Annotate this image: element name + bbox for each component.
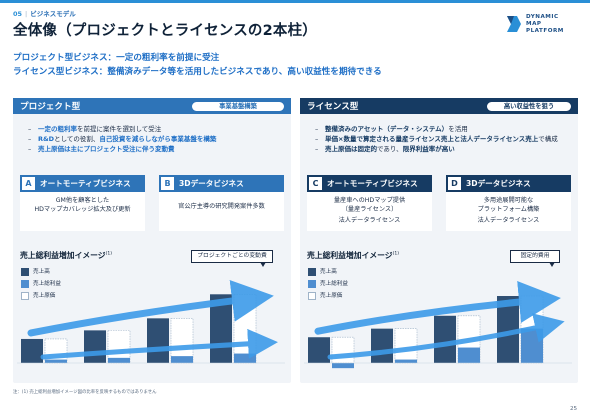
card-title: 3Dデータビジネス (466, 179, 531, 188)
bar-cost (44, 338, 68, 364)
bar-sales (308, 337, 330, 363)
chart-legend: 売上高 売上総利益 売上原価 (308, 268, 348, 304)
bullet-item: R&Dとしての役割、自己投資を減らしながら事業基盤を構築 (28, 134, 286, 144)
chart-title: 売上総利益増加イメージ(1) (307, 251, 399, 260)
bullet-item: 整備済みのアセット（データ・システム）を活用 (315, 124, 573, 134)
card-body: 多用途展開可能な プラットフォーム構築 法人データライセンス (477, 197, 540, 225)
card-letter: D (448, 177, 461, 190)
card-letter: A (22, 177, 35, 190)
bar-profit (458, 347, 480, 363)
card-header: A オートモーティブビジネス (20, 175, 145, 192)
bar-sales (497, 296, 519, 363)
bar-profit (521, 328, 543, 363)
bar-sales (434, 315, 456, 363)
chart-callout: プロジェクトごとの変動費 (191, 250, 273, 267)
legend-item-sales: 売上高 (21, 268, 61, 280)
trend-arrow-sales (27, 279, 274, 337)
section-tag: 05 | ビジネスモデル (13, 8, 76, 18)
card-title: 3Dデータビジネス (179, 179, 244, 188)
project-panel: プロジェクト型 事業基盤構築 一定の粗利率を前提に案件を選別して受注 R&Dとし… (13, 98, 291, 383)
bar-profit (395, 359, 417, 363)
panel-pill: 事業基盤構築 (191, 101, 285, 112)
panel-title: プロジェクト型 (20, 102, 81, 112)
section-number: 05 (13, 10, 23, 18)
trend-arrow-profit (40, 328, 278, 360)
bar-sales (21, 338, 43, 363)
bullet-list: 一定の粗利率を前提に案件を選別して受注 R&Dとしての役割、自己投資を減らしなが… (28, 124, 286, 154)
bullet-item: 売上原価は主にプロジェクト受注に伴う変動費 (28, 144, 286, 154)
card-body: GM他を顧客とした HDマップカバレッジ拡大及び更新 (34, 197, 131, 213)
bar-profit (108, 357, 130, 363)
card-header: B 3Dデータビジネス (159, 175, 284, 192)
bar-cost (233, 293, 257, 364)
card-letter: B (161, 177, 174, 190)
trend-arrow-sales (314, 281, 561, 335)
page-number: 25 (570, 406, 578, 412)
card-title: オートモーティブビジネス (40, 179, 131, 188)
card-body: 官公庁主導の研究開発案件多数 (178, 203, 265, 210)
bar-cost (394, 328, 418, 364)
panel-header: ライセンス型 高い収益性を狙う (300, 98, 578, 114)
page-title: 全体像（プロジェクトとライセンスの2本柱） (13, 23, 317, 39)
bar-profit (171, 356, 193, 363)
chart-callout: 固定的費用 (510, 250, 560, 267)
company-logo: DYNAMIC MAP PLATFORM (506, 11, 578, 39)
legend-item-cost: 売上原価 (308, 292, 348, 304)
section-separator: | (25, 10, 28, 18)
section-name: ビジネスモデル (30, 10, 76, 18)
bar-cost (331, 336, 355, 364)
card-title: オートモーティブビジネス (327, 179, 418, 188)
license-panel: ライセンス型 高い収益性を狙う 整備済みのアセット（データ・システム）を活用 単… (300, 98, 578, 383)
logo-text: DYNAMIC MAP PLATFORM (526, 14, 564, 35)
bullet-item: 売上原価は固定的であり、限界利益率が高い (315, 144, 573, 154)
logo-mark-icon (507, 16, 521, 32)
card-body: 量産車へのHDマップ提供 （量産ライセンス） 法人データライセンス (333, 197, 406, 225)
bar-profit (332, 363, 354, 369)
license-chart (304, 281, 572, 369)
legend-item-sales: 売上高 (308, 268, 348, 280)
legend-item-profit: 売上総利益 (308, 280, 348, 292)
bullet-item: 一定の粗利率を前提に案件を選別して受注 (28, 124, 286, 134)
top-accent-rule (0, 0, 590, 3)
bar-sales (147, 318, 169, 363)
panel-header: プロジェクト型 事業基盤構築 (13, 98, 291, 114)
card-b: B 3Dデータビジネス 官公庁主導の研究開発案件多数 (159, 175, 284, 231)
bar-profit (45, 359, 67, 363)
bar-sales (371, 328, 393, 363)
bullet-item: 単価×数量で算定される量産ライセンス売上と法人データライセンス売上で構成 (315, 134, 573, 144)
legend-item-profit: 売上総利益 (21, 280, 61, 292)
trend-arrow-profit (327, 313, 565, 360)
card-header: D 3Dデータビジネス (446, 175, 571, 192)
panel-title: ライセンス型 (307, 102, 359, 112)
card-letter: C (309, 177, 322, 190)
logo-line: DYNAMIC (526, 14, 559, 20)
legend-item-cost: 売上原価 (21, 292, 61, 304)
bar-profit (234, 353, 256, 363)
logo-line: PLATFORM (526, 28, 564, 34)
card-header: C オートモーティブビジネス (307, 175, 432, 192)
panel-pill: 高い収益性を狙う (486, 101, 572, 112)
lead-project: プロジェクト型ビジネス：一定の粗利率を前提に受注 (13, 53, 220, 63)
chart-legend: 売上高 売上総利益 売上原価 (21, 268, 61, 304)
chart-title: 売上総利益増加イメージ(1) (20, 251, 112, 260)
card-a: A オートモーティブビジネス GM他を顧客とした HDマップカバレッジ拡大及び更… (20, 175, 145, 231)
bullet-list: 整備済みのアセット（データ・システム）を活用 単価×数量で算定される量産ライセン… (315, 124, 573, 154)
logo-line: MAP (526, 21, 542, 27)
footnote: 注：(1) 売上総利益増加イメージ図の比率を反映するものではありません (13, 390, 157, 395)
card-c: C オートモーティブビジネス 量産車へのHDマップ提供 （量産ライセンス） 法人… (307, 175, 432, 231)
card-d: D 3Dデータビジネス 多用途展開可能な プラットフォーム構築 法人データライセ… (446, 175, 571, 231)
bar-sales (84, 330, 106, 363)
project-chart (17, 279, 285, 364)
lead-license: ライセンス型ビジネス：整備済みデータ等を活用したビジネスであり、高い収益性を期待… (13, 67, 382, 77)
